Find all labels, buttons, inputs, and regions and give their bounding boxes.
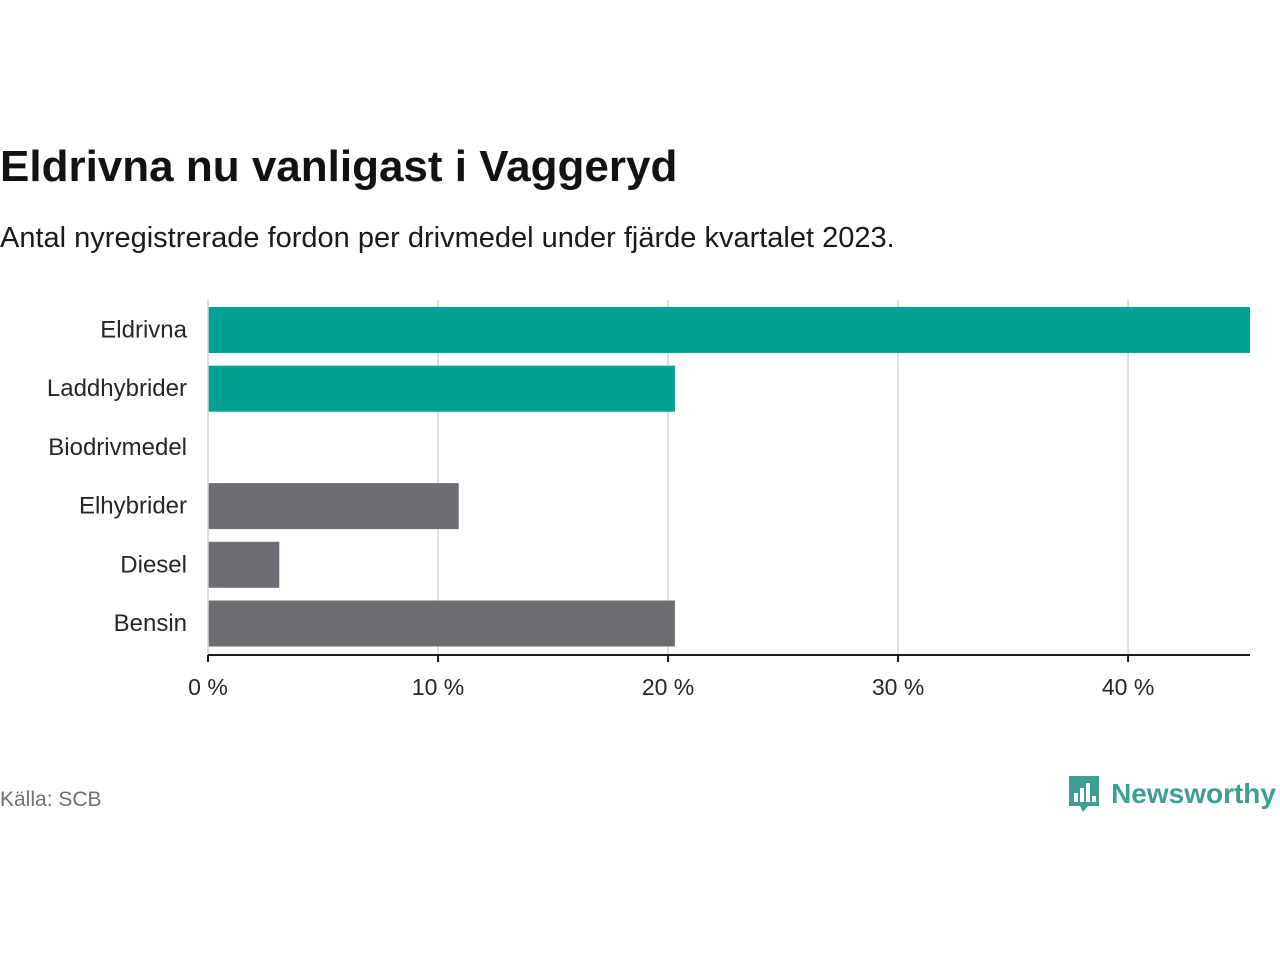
- x-tick-label: 40 %: [1102, 674, 1154, 700]
- bar: [208, 483, 459, 530]
- brand-logo: Newsworthy: [1067, 774, 1276, 814]
- category-label: Bensin: [114, 610, 187, 637]
- x-tick-label: 20 %: [642, 674, 694, 700]
- category-label: Biodrivmedel: [48, 434, 187, 461]
- category-label: Diesel: [120, 551, 187, 578]
- bar: [208, 307, 1250, 353]
- source-note: Källa: SCB: [0, 788, 102, 811]
- category-label: Elhybrider: [79, 493, 187, 520]
- newsworthy-logo-icon: [1069, 776, 1100, 812]
- x-tick-label: 0 %: [188, 674, 228, 700]
- category-label: Laddhybrider: [47, 375, 187, 402]
- category-label: Eldrivna: [100, 317, 187, 344]
- bar-chart: Eldrivna Laddhybrider Biodrivmedel Elhybrid…: [47, 300, 1250, 700]
- chart-subtitle: Antal nyregistrerade fordon per drivmede…: [0, 222, 895, 254]
- bar: [208, 541, 280, 588]
- bar: [208, 365, 675, 412]
- chart-title: Eldrivna nu vanligast i Vaggeryd: [0, 142, 678, 191]
- x-tick-label: 10 %: [412, 674, 464, 700]
- brand-name: Newsworthy: [1111, 778, 1276, 809]
- x-tick-label: 30 %: [872, 674, 924, 700]
- bar: [208, 600, 675, 647]
